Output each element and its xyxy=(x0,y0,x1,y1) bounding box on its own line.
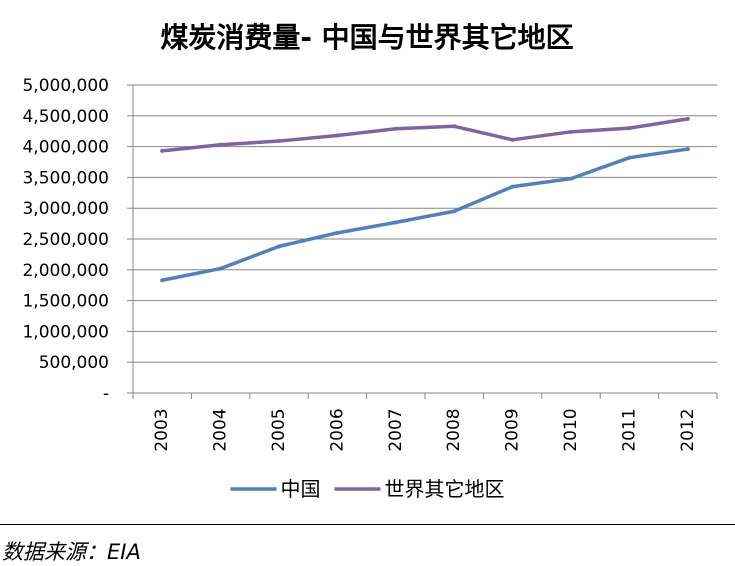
x-tick-label: 2009 xyxy=(503,408,523,451)
y-tick-label: 4,500,000 xyxy=(22,107,109,127)
data-point xyxy=(569,129,573,134)
data-point xyxy=(218,142,223,147)
data-point xyxy=(510,184,515,189)
series-lines xyxy=(160,116,690,283)
x-tick-label: 2012 xyxy=(678,408,698,451)
data-point xyxy=(685,147,690,152)
gridlines xyxy=(133,84,717,363)
x-tick-label: 2003 xyxy=(152,408,172,451)
series-line xyxy=(160,147,690,283)
y-tick-label: 3,500,000 xyxy=(22,168,109,188)
y-tick-label: 500,000 xyxy=(39,353,109,373)
source-note: 数据来源：EIA xyxy=(2,540,141,564)
x-tick-label: 2006 xyxy=(327,408,347,451)
data-point xyxy=(277,244,281,249)
x-tick-label: 2004 xyxy=(211,408,231,451)
data-point xyxy=(510,137,515,142)
series-line xyxy=(160,117,690,153)
x-tick-label: 2011 xyxy=(619,408,639,451)
chart-area: 煤炭消费量- 中国与世界其它地区 - 500,000 1,000,000 1,500,… xyxy=(22,21,718,501)
y-tick-label: 4,000,000 xyxy=(22,138,109,158)
data-point xyxy=(452,209,457,214)
x-tick-label: 2005 xyxy=(269,408,289,451)
data-point xyxy=(160,278,165,283)
legend-label: 中国 xyxy=(281,477,321,501)
data-point xyxy=(160,148,165,153)
y-tick-label: - xyxy=(103,384,109,404)
x-tick-label: 2008 xyxy=(444,408,464,451)
legend-label: 世界其它地区 xyxy=(385,477,505,501)
data-point xyxy=(627,126,632,131)
data-point xyxy=(627,155,632,160)
data-point xyxy=(452,124,457,129)
data-point xyxy=(218,266,223,271)
data-point xyxy=(277,139,281,144)
y-tick-label: 5,000,000 xyxy=(22,76,109,96)
y-tick-label: 2,000,000 xyxy=(22,261,109,281)
legend: 中国 世界其它地区 xyxy=(230,477,505,501)
data-point xyxy=(569,176,573,181)
y-tick-label: 3,000,000 xyxy=(22,199,109,219)
axes: - 500,000 1,000,000 1,500,000 2,000,000 2,500… xyxy=(22,76,718,452)
data-point xyxy=(335,133,340,138)
chart-title: 煤炭消费量- 中国与世界其它地区 xyxy=(160,21,573,54)
y-tick-label: 1,500,000 xyxy=(22,292,109,312)
source-divider xyxy=(0,524,735,525)
data-point xyxy=(393,220,398,225)
y-tick-label: 2,500,000 xyxy=(22,230,109,250)
data-point xyxy=(393,126,398,131)
x-tick-label: 2007 xyxy=(386,408,406,451)
y-tick-label: 1,000,000 xyxy=(22,322,109,342)
line-chart: 煤炭消费量- 中国与世界其它地区 - 500,000 1,000,000 1,500,… xyxy=(22,21,718,501)
x-tick-label: 2010 xyxy=(561,408,581,451)
data-point xyxy=(685,116,690,121)
data-point xyxy=(335,230,340,235)
